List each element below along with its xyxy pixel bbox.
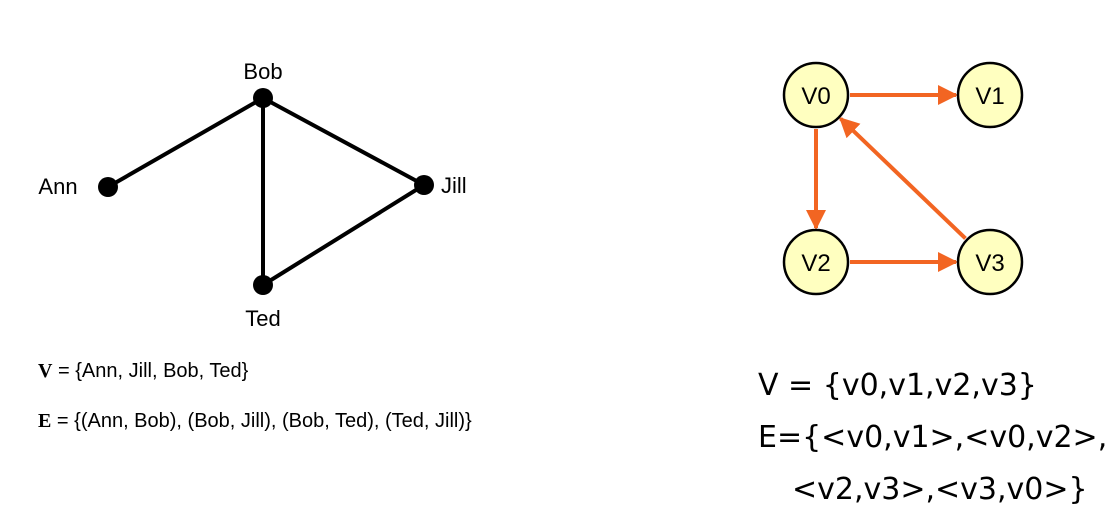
node-v3 (956, 228, 1024, 296)
node-ted (253, 275, 273, 295)
directed-vertex-set: V = {v0,v1,v2,v3} (758, 368, 1037, 403)
node-v0 (782, 61, 850, 129)
edge-bob-jill (261, 96, 426, 187)
edge-ann-bob (106, 96, 265, 189)
directed-graph-edges (806, 85, 967, 272)
arrow-v3-v0 (839, 117, 967, 240)
edge-ted-jill (261, 183, 426, 287)
vertex-set-symbol: V (38, 360, 53, 382)
vertex-set-text: = {Ann, Jill, Bob, Ted} (52, 360, 249, 382)
node-v1 (956, 61, 1024, 129)
node-label-bob: Bob (243, 59, 282, 84)
undirected-graph-nodes: Ann Bob Jill Ted (38, 59, 466, 331)
directed-edge-set-line-1: E={<v0,v1>,<v0,v2>, (758, 420, 1108, 455)
undirected-vertex-set: V = {Ann, Jill, Bob, Ted} (38, 360, 248, 383)
node-jill (414, 175, 434, 195)
node-ann (98, 177, 118, 197)
undirected-graph-edges (106, 96, 426, 287)
node-label-v0: V0 (801, 83, 830, 110)
node-v2 (782, 228, 850, 296)
edge-set-symbol: E (38, 410, 52, 432)
node-bob (253, 88, 273, 108)
node-label-v2: V2 (801, 250, 830, 277)
undirected-edge-set: E = {(Ann, Bob), (Bob, Jill), (Bob, Ted)… (38, 410, 472, 433)
node-label-v3: V3 (975, 250, 1004, 277)
node-label-jill: Jill (441, 173, 467, 198)
directed-graph-nodes: V0 V1 V2 V3 (782, 61, 1024, 296)
edge-set-text: = {(Ann, Bob), (Bob, Jill), (Bob, Ted), … (51, 410, 472, 432)
node-label-ann: Ann (38, 174, 77, 199)
directed-edge-set-line-2: <v2,v3>,<v3,v0>} (792, 472, 1088, 507)
node-label-ted: Ted (245, 306, 280, 331)
node-label-v1: V1 (975, 83, 1004, 110)
